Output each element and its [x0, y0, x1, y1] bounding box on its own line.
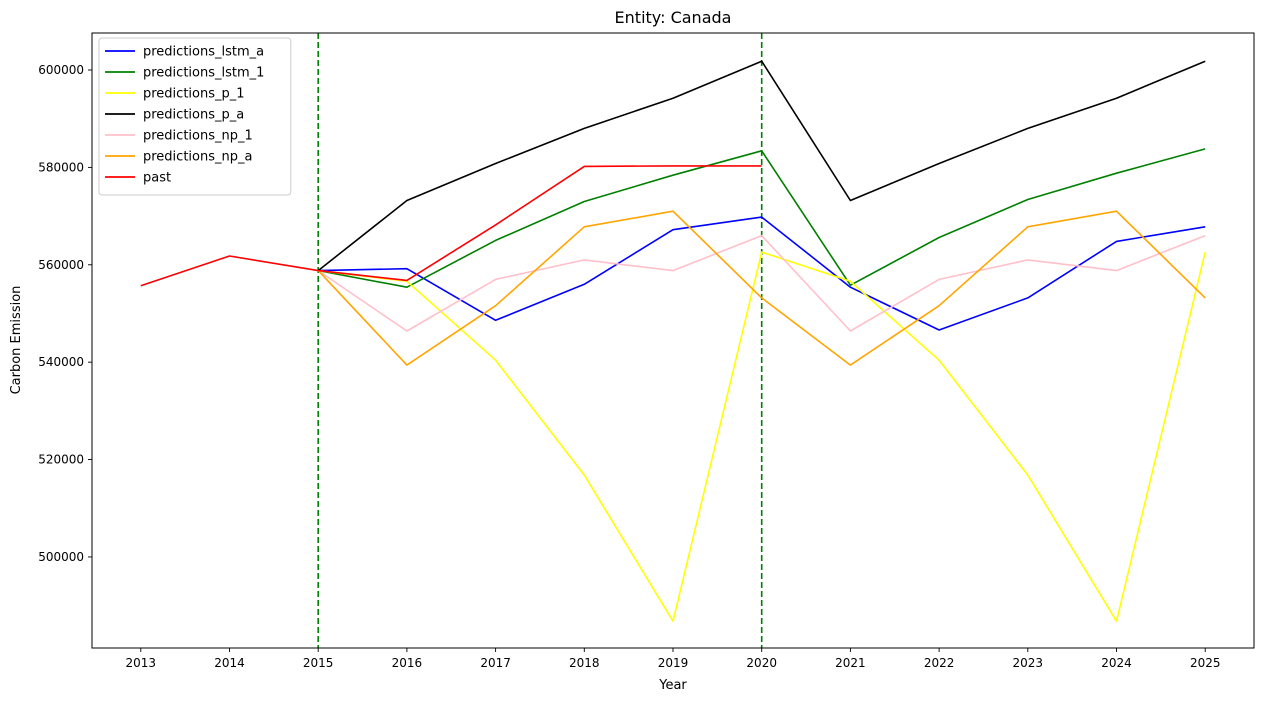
x-tick-label: 2019 [658, 656, 689, 670]
reference-lines [317, 33, 763, 648]
y-tick-label: 520000 [38, 453, 84, 467]
y-axis-ticks: 500000 520000 540000 560000 580000 600000 [38, 63, 92, 564]
series-line-predictions_lstm_a [318, 216, 1206, 331]
y-tick-label: 600000 [38, 63, 84, 77]
chart-title: Entity: Canada [615, 8, 732, 27]
x-tick-label: 2014 [214, 656, 245, 670]
x-tick-label: 2022 [924, 656, 955, 670]
x-tick-label: 2025 [1190, 656, 1221, 670]
x-tick-label: 2024 [1101, 656, 1132, 670]
x-tick-label: 2017 [480, 656, 511, 670]
series-line-predictions_np_a [317, 210, 1206, 366]
series-line-predictions_p_a [317, 60, 1206, 272]
series-line-predictions_p_1 [318, 251, 1206, 623]
x-tick-label: 2016 [392, 656, 423, 670]
legend-label: predictions_p_1 [143, 87, 245, 102]
series-line-predictions_np_1 [317, 234, 1206, 332]
x-tick-label: 2015 [303, 656, 334, 670]
series-line-past [140, 165, 762, 287]
y-tick-label: 500000 [38, 550, 84, 564]
y-tick-label: 560000 [38, 258, 84, 272]
legend-label: past [143, 171, 171, 186]
legend-label: predictions_np_a [143, 150, 252, 165]
x-tick-label: 2021 [835, 656, 866, 670]
legend-label: predictions_lstm_a [143, 45, 264, 60]
series-line-predictions_lstm_1 [318, 148, 1206, 289]
legend-label: predictions_p_a [143, 108, 244, 123]
x-axis-label: Year [658, 678, 687, 693]
x-tick-label: 2013 [126, 656, 157, 670]
y-tick-label: 580000 [38, 160, 84, 174]
legend-box [98, 37, 292, 196]
y-tick-label: 540000 [38, 355, 84, 369]
x-tick-label: 2023 [1013, 656, 1044, 670]
x-tick-label: 2018 [569, 656, 600, 670]
legend-label: predictions_np_1 [143, 129, 253, 144]
y-axis-label: Carbon Emission [9, 286, 24, 395]
legend-label: predictions_lstm_1 [143, 66, 264, 81]
x-axis-ticks: 2013 2014 2015 2016 2017 2018 2019 2020 2021 2022… [126, 648, 1221, 670]
series-layer [140, 60, 1206, 623]
x-tick-label: 2020 [746, 656, 777, 670]
legend: predictions_lstm_a predictions_lstm_1pred… [98, 37, 292, 196]
